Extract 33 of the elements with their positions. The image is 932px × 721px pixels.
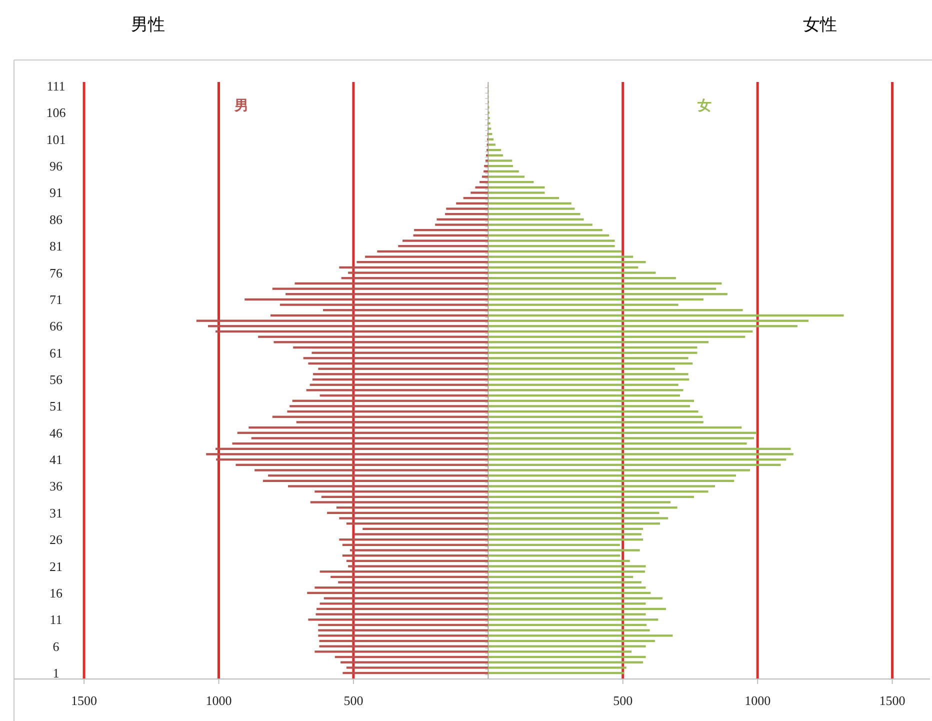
y-tick-label: 1 xyxy=(52,666,60,680)
x-tick-label: 1000 xyxy=(206,693,232,708)
text: 男 xyxy=(234,98,249,114)
x-tick-label: 1500 xyxy=(879,693,906,708)
y-tick-label: 111 xyxy=(46,78,66,94)
y-tick-label: 66 xyxy=(50,318,63,334)
y-tick-label: 56 xyxy=(50,372,63,387)
text: 女性 xyxy=(803,15,837,35)
text: 男性 xyxy=(131,15,165,35)
x-tick-label: 500 xyxy=(613,693,633,708)
y-tick-label: 76 xyxy=(50,265,63,280)
y-tick-label: 6 xyxy=(52,638,60,654)
y-tick-label: 51 xyxy=(50,398,62,414)
y-tick-label: 71 xyxy=(50,292,62,307)
y-tick-label: 101 xyxy=(46,132,66,147)
y-tick-label: 96 xyxy=(50,158,63,174)
x-tick-label: 1500 xyxy=(71,693,98,708)
y-tick-label: 106 xyxy=(46,105,66,120)
y-tick-label: 86 xyxy=(50,212,63,227)
y-tick-label: 91 xyxy=(50,185,62,200)
x-tick-label: 1000 xyxy=(744,693,771,708)
y-tick-label: 81 xyxy=(50,238,62,254)
y-tick-label: 11 xyxy=(50,612,62,628)
x-tick-label: 500 xyxy=(344,693,364,708)
y-tick-label: 16 xyxy=(50,585,63,600)
y-tick-label: 61 xyxy=(50,345,62,360)
y-tick-label: 31 xyxy=(50,505,62,520)
y-tick-label: 41 xyxy=(50,452,62,468)
text: 女 xyxy=(696,98,712,114)
y-tick-label: 21 xyxy=(50,558,62,574)
y-tick-label: 46 xyxy=(50,425,63,440)
y-tick-label: 36 xyxy=(50,478,63,494)
y-tick-label: 26 xyxy=(50,532,63,548)
